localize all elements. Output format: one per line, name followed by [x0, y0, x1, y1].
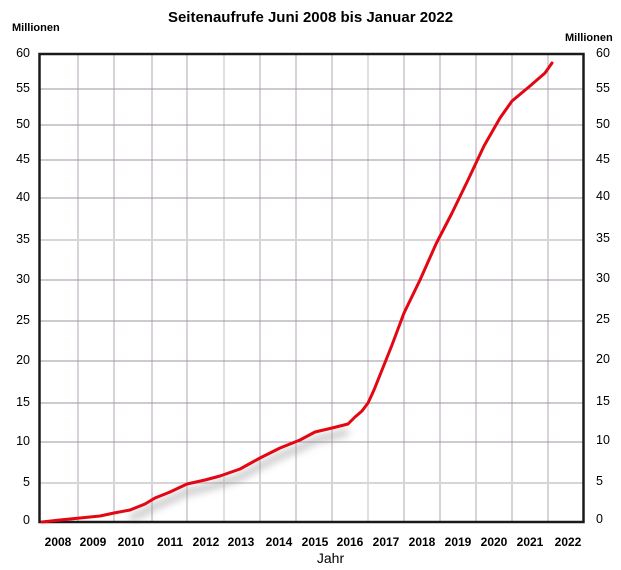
y-tick-label: 30: [596, 271, 610, 285]
x-tick-label: 2017: [372, 535, 400, 549]
x-axis-title-text: Jahr: [316, 550, 345, 566]
x-tick-label: 2010: [117, 535, 145, 549]
y-axis-unit-left: Millionen: [12, 22, 60, 34]
y-tick-label: 5: [596, 474, 603, 488]
x-tick-label: 2016: [336, 535, 364, 549]
plot-frame: [38, 52, 585, 524]
y-tick-label: 15: [596, 394, 610, 408]
y-tick-label: 45: [596, 152, 610, 166]
chart-title: Seitenaufrufe Juni 2008 bis Januar 2022: [167, 9, 454, 26]
vertical-gridlines: [77, 54, 549, 522]
y-tick-label: 55: [596, 81, 610, 95]
y-tick-label: 0: [596, 512, 603, 526]
y-tick-label: 60: [596, 46, 610, 60]
x-tick-label: 2009: [79, 535, 107, 549]
y-tick-label: 5: [23, 475, 30, 489]
x-tick-label: 2015: [301, 535, 329, 549]
y-axis-unit-right: Millionen: [565, 32, 613, 44]
y-tick-label: 45: [16, 152, 30, 166]
x-tick-label: 2018: [408, 535, 436, 549]
y-tick-label: 0: [23, 513, 30, 527]
y-tick-label: 25: [596, 312, 610, 326]
y-tick-label: 50: [16, 117, 30, 131]
x-tick-label: 2014: [265, 535, 293, 549]
x-tick-label: 2013: [227, 535, 255, 549]
line-shadow: [128, 429, 349, 521]
x-axis-title: Jahr: [0, 550, 621, 566]
y-tick-label: 55: [16, 81, 30, 95]
y-tick-label: 50: [596, 117, 610, 131]
y-tick-label: 35: [596, 231, 610, 245]
y-tick-label: 30: [16, 272, 30, 286]
y-tick-label: 60: [16, 46, 30, 60]
x-tick-label: 2012: [192, 535, 220, 549]
x-tick-label: 2020: [480, 535, 508, 549]
y-tick-label: 25: [16, 313, 30, 327]
y-tick-label: 20: [596, 352, 610, 366]
y-tick-label: 40: [16, 190, 30, 204]
x-tick-label: 2008: [44, 535, 72, 549]
x-tick-label: 2019: [444, 535, 472, 549]
y-tick-label: 10: [16, 434, 30, 448]
data-line: [40, 61, 554, 524]
y-tick-label: 35: [16, 232, 30, 246]
y-tick-label: 15: [16, 395, 30, 409]
y-tick-label: 10: [596, 433, 610, 447]
horizontal-gridlines: [40, 88, 583, 484]
y-tick-label: 20: [16, 353, 30, 367]
y-tick-label: 40: [596, 189, 610, 203]
x-tick-label: 2021: [516, 535, 544, 549]
x-tick-label: 2022: [554, 535, 582, 549]
x-tick-label: 2011: [156, 535, 184, 549]
